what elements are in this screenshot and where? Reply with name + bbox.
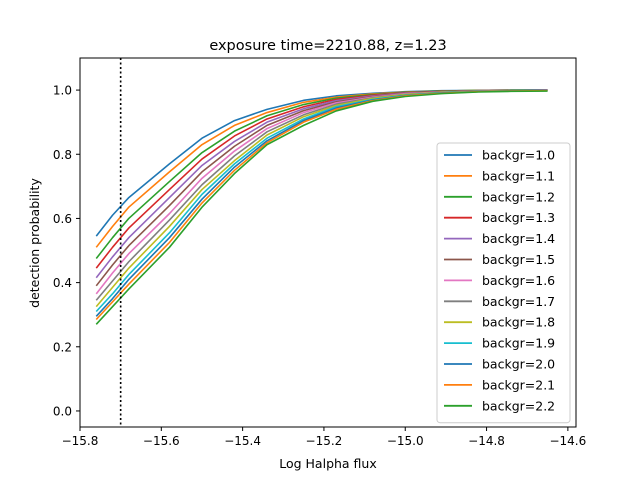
- x-tick-label: −15.4: [224, 434, 261, 448]
- legend-label: backgr=1.1: [482, 168, 555, 183]
- x-tick-label: −14.8: [468, 434, 505, 448]
- chart-title: exposure time=2210.88, z=1.23: [209, 38, 446, 54]
- x-axis-label: Log Halpha flux: [279, 456, 377, 471]
- y-tick-label: 0.4: [53, 276, 72, 290]
- legend-label: backgr=2.2: [482, 398, 555, 413]
- legend: backgr=1.0 backgr=1.1 backgr=1.2 backgr=1.3…: [436, 142, 571, 424]
- plot-frame: [79, 57, 577, 428]
- legend-label: backgr=2.1: [482, 377, 555, 392]
- legend-label: backgr=1.4: [482, 231, 555, 246]
- y-tick-label: 0.8: [53, 148, 72, 162]
- x-tick-label: −15.2: [306, 434, 343, 448]
- y-axis-label: detection probability: [27, 178, 42, 308]
- legend-label: backgr=1.9: [482, 336, 555, 351]
- legend-label: backgr=1.3: [482, 210, 555, 225]
- legend-label: backgr=1.8: [482, 315, 555, 330]
- legend-label: backgr=1.5: [482, 252, 555, 267]
- legend-label: backgr=1.6: [482, 273, 555, 288]
- y-tick-label: 0.2: [53, 340, 72, 354]
- y-tick-label: 0.6: [53, 212, 72, 226]
- x-tick-label: −15.0: [387, 434, 424, 448]
- legend-box: [436, 142, 571, 424]
- legend-label: backgr=1.7: [482, 294, 555, 309]
- x-tick-label: −15.8: [62, 434, 99, 448]
- y-tick-label: 1.0: [53, 84, 72, 98]
- x-tick-label: −14.6: [549, 434, 586, 448]
- plot-area: −15.8 −15.6 −15.4 −15.2 −15.0 −14.8 −14.6 0.0 0.…: [53, 57, 586, 448]
- x-tick-label: −15.6: [143, 434, 180, 448]
- legend-label: backgr=1.2: [482, 189, 555, 204]
- legend-label: backgr=2.0: [482, 357, 555, 372]
- legend-label: backgr=1.0: [482, 148, 555, 163]
- y-tick-label: 0.0: [53, 404, 72, 418]
- series-line-13: [95, 90, 548, 325]
